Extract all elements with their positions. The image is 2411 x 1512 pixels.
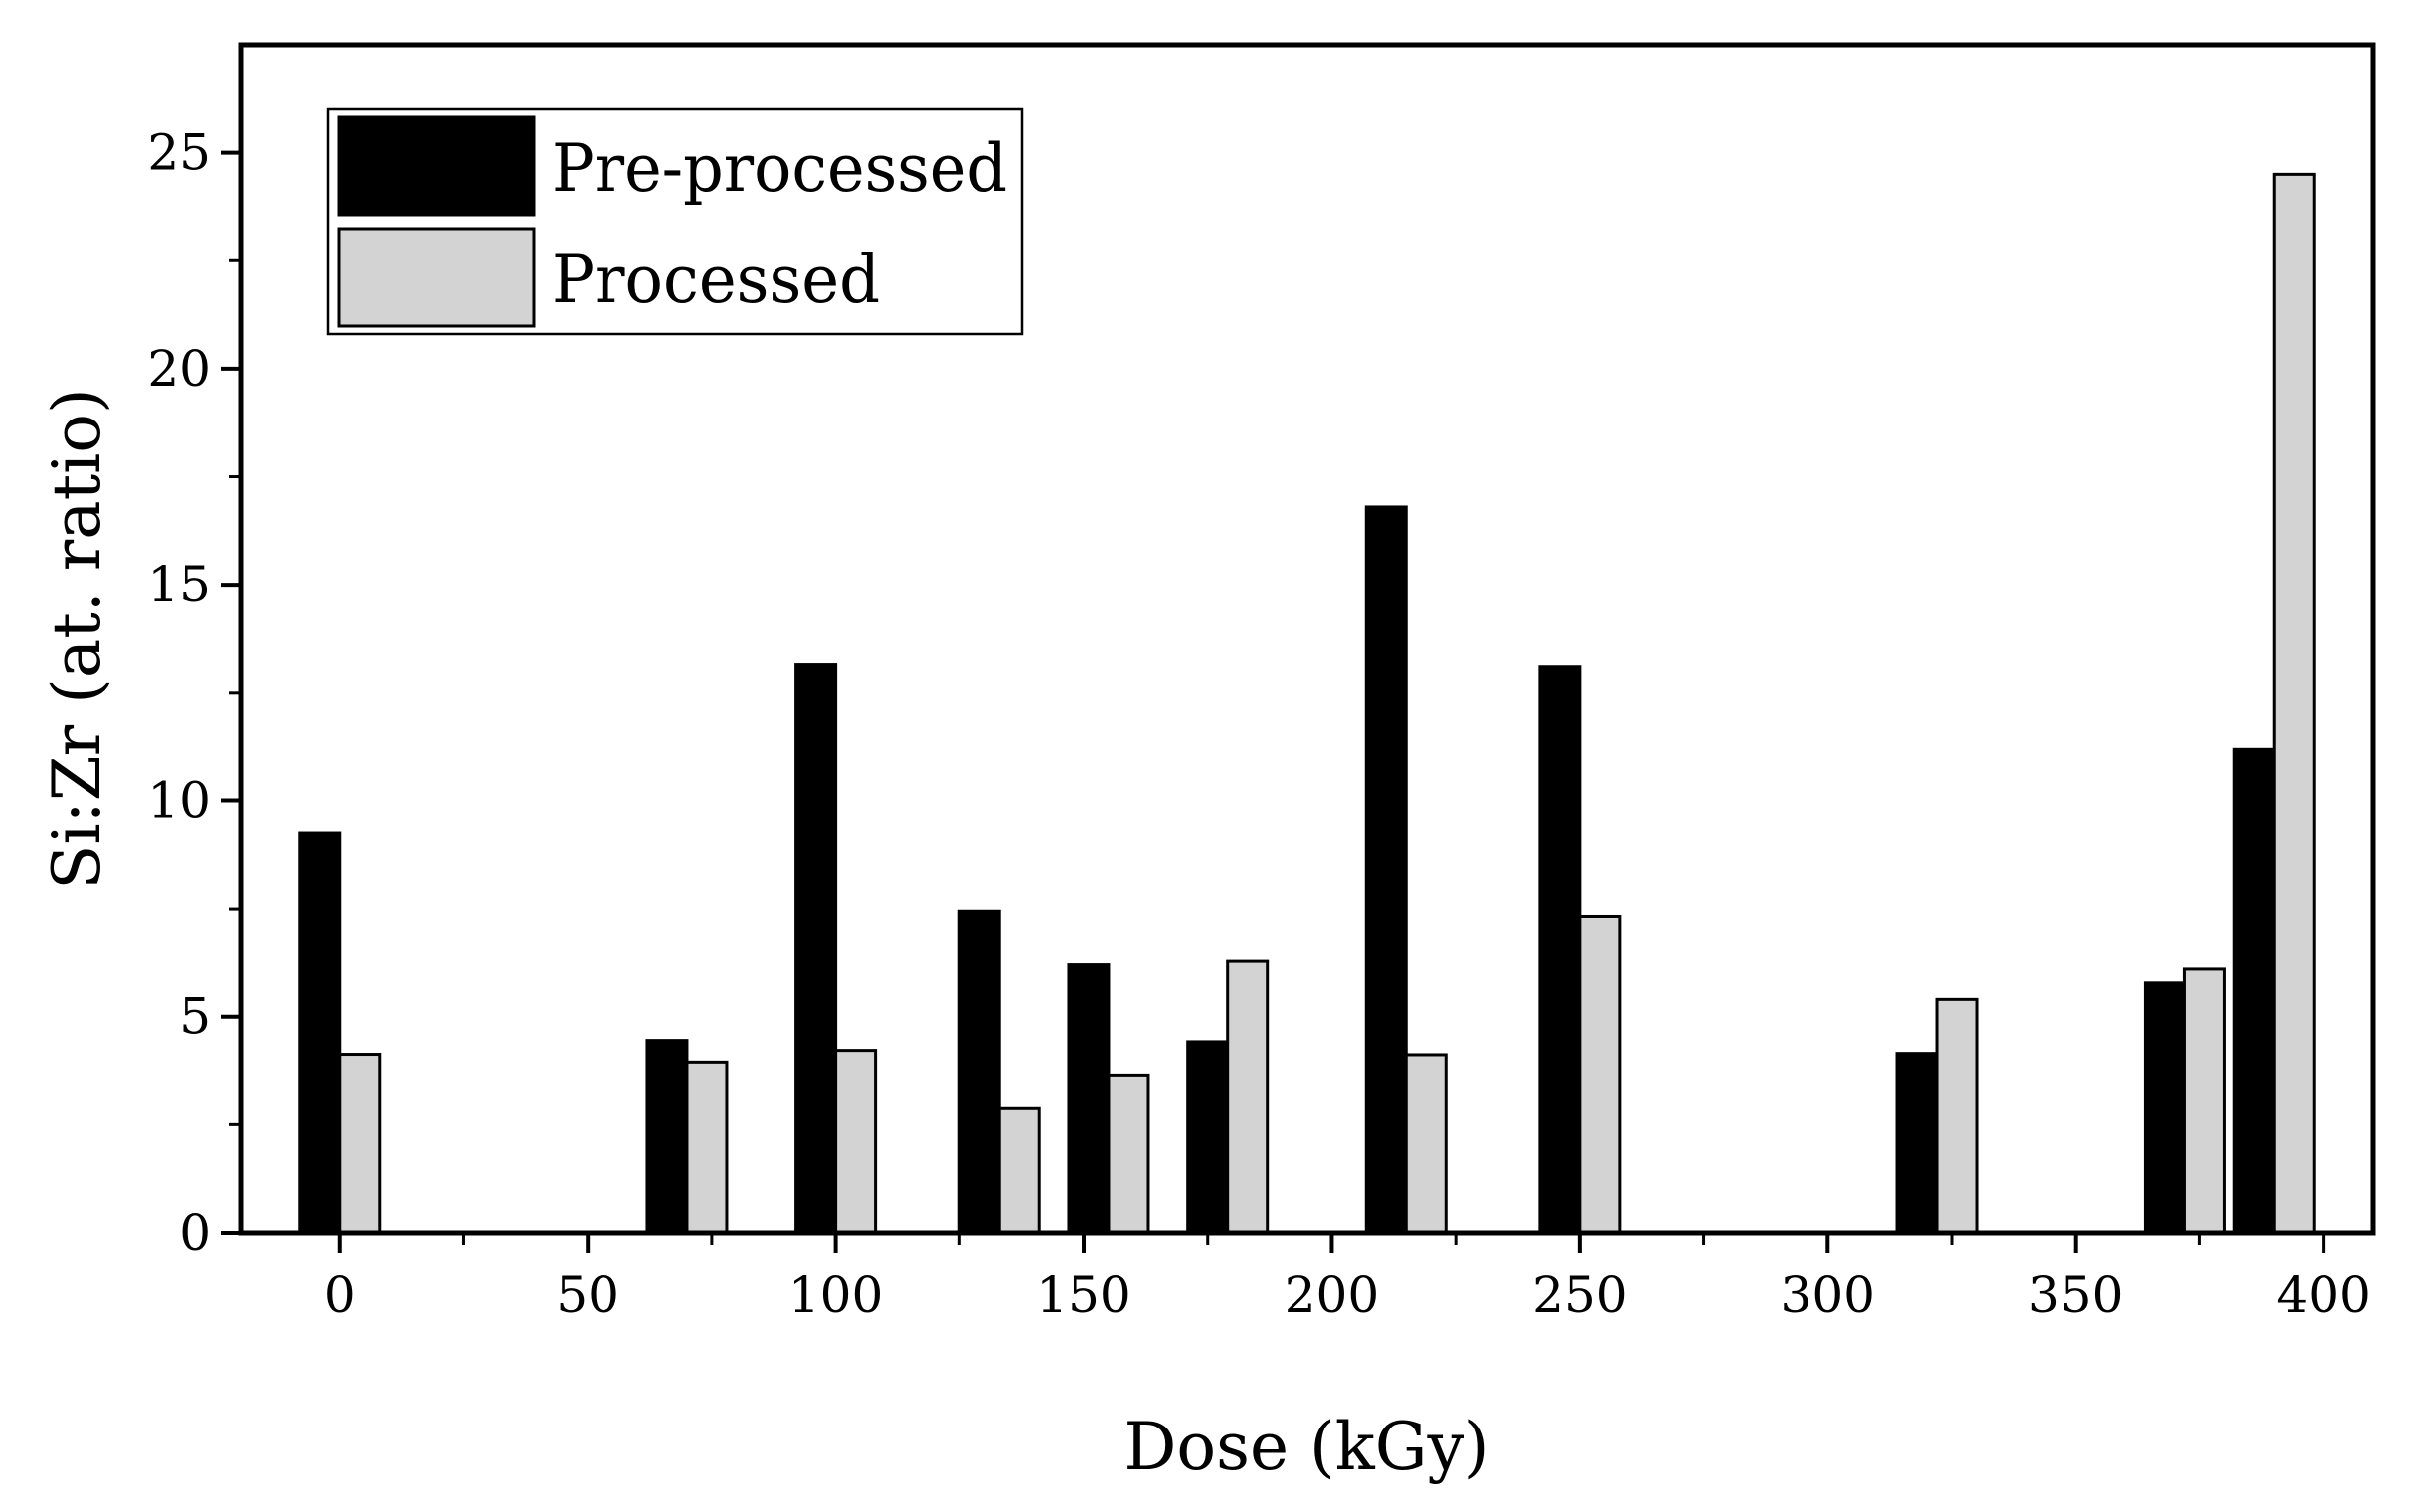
bar-processed	[834, 1049, 878, 1235]
bar-pre-processed	[2232, 747, 2276, 1235]
bar-processed	[685, 1060, 729, 1235]
bar-pre-processed	[298, 831, 342, 1235]
bar-pre-processed	[2143, 981, 2186, 1235]
x-tick-label: 300	[1781, 1266, 1875, 1324]
y-tick-label: 20	[147, 340, 211, 398]
bar-pre-processed	[1186, 1040, 1230, 1235]
x-tick-label: 250	[1532, 1266, 1627, 1324]
bar-pre-processed	[1538, 665, 1582, 1235]
bar-processed	[2272, 172, 2316, 1235]
x-tick-label: 400	[2276, 1266, 2370, 1324]
y-tick-label: 25	[147, 124, 211, 182]
x-tick-labels: 0 50 100 150 200 250 300 350 400	[324, 1266, 2371, 1324]
y-tick-label: 10	[147, 771, 211, 829]
legend-label-processed: Processed	[552, 242, 880, 318]
legend-label-pre-processed: Pre-processed	[552, 130, 1007, 207]
y-tick-labels: 0 5 10 15 20 25	[147, 124, 211, 1261]
y-tick-label: 0	[179, 1204, 211, 1261]
bar-pre-processed	[794, 663, 838, 1235]
y-axis-title: Si:Zr (at. ratio)	[39, 388, 115, 890]
bar-pre-processed	[645, 1039, 689, 1235]
x-axis-title: Dose (kGy)	[1123, 1409, 1489, 1485]
bar-processed	[2182, 967, 2226, 1235]
bar-processed	[997, 1106, 1041, 1235]
x-tick-label: 50	[556, 1266, 619, 1324]
y-tick-label: 5	[179, 988, 211, 1046]
bar-processed	[1226, 959, 1270, 1235]
legend-swatch-pre-processed	[337, 115, 536, 217]
legend: Pre-processed Processed	[326, 107, 1024, 336]
x-tick-label: 0	[324, 1266, 356, 1324]
bar-pre-processed	[957, 909, 1001, 1235]
bar-processed	[338, 1053, 382, 1235]
x-tick-label: 200	[1285, 1266, 1379, 1324]
y-tick-label: 15	[147, 556, 211, 613]
bar-processed	[1107, 1073, 1150, 1235]
x-tick-label: 100	[788, 1266, 883, 1324]
bar-pre-processed	[1067, 963, 1111, 1235]
bar-processed	[1404, 1053, 1448, 1235]
x-tick-label: 150	[1036, 1266, 1130, 1324]
bar-processed	[1578, 914, 1622, 1235]
legend-swatch-processed	[337, 227, 536, 328]
bar-pre-processed	[1364, 505, 1408, 1235]
plot-frame	[238, 42, 2376, 1236]
bar-processed	[1935, 997, 1979, 1235]
x-tick-label: 350	[2028, 1266, 2123, 1324]
bar-pre-processed	[1895, 1052, 1939, 1235]
